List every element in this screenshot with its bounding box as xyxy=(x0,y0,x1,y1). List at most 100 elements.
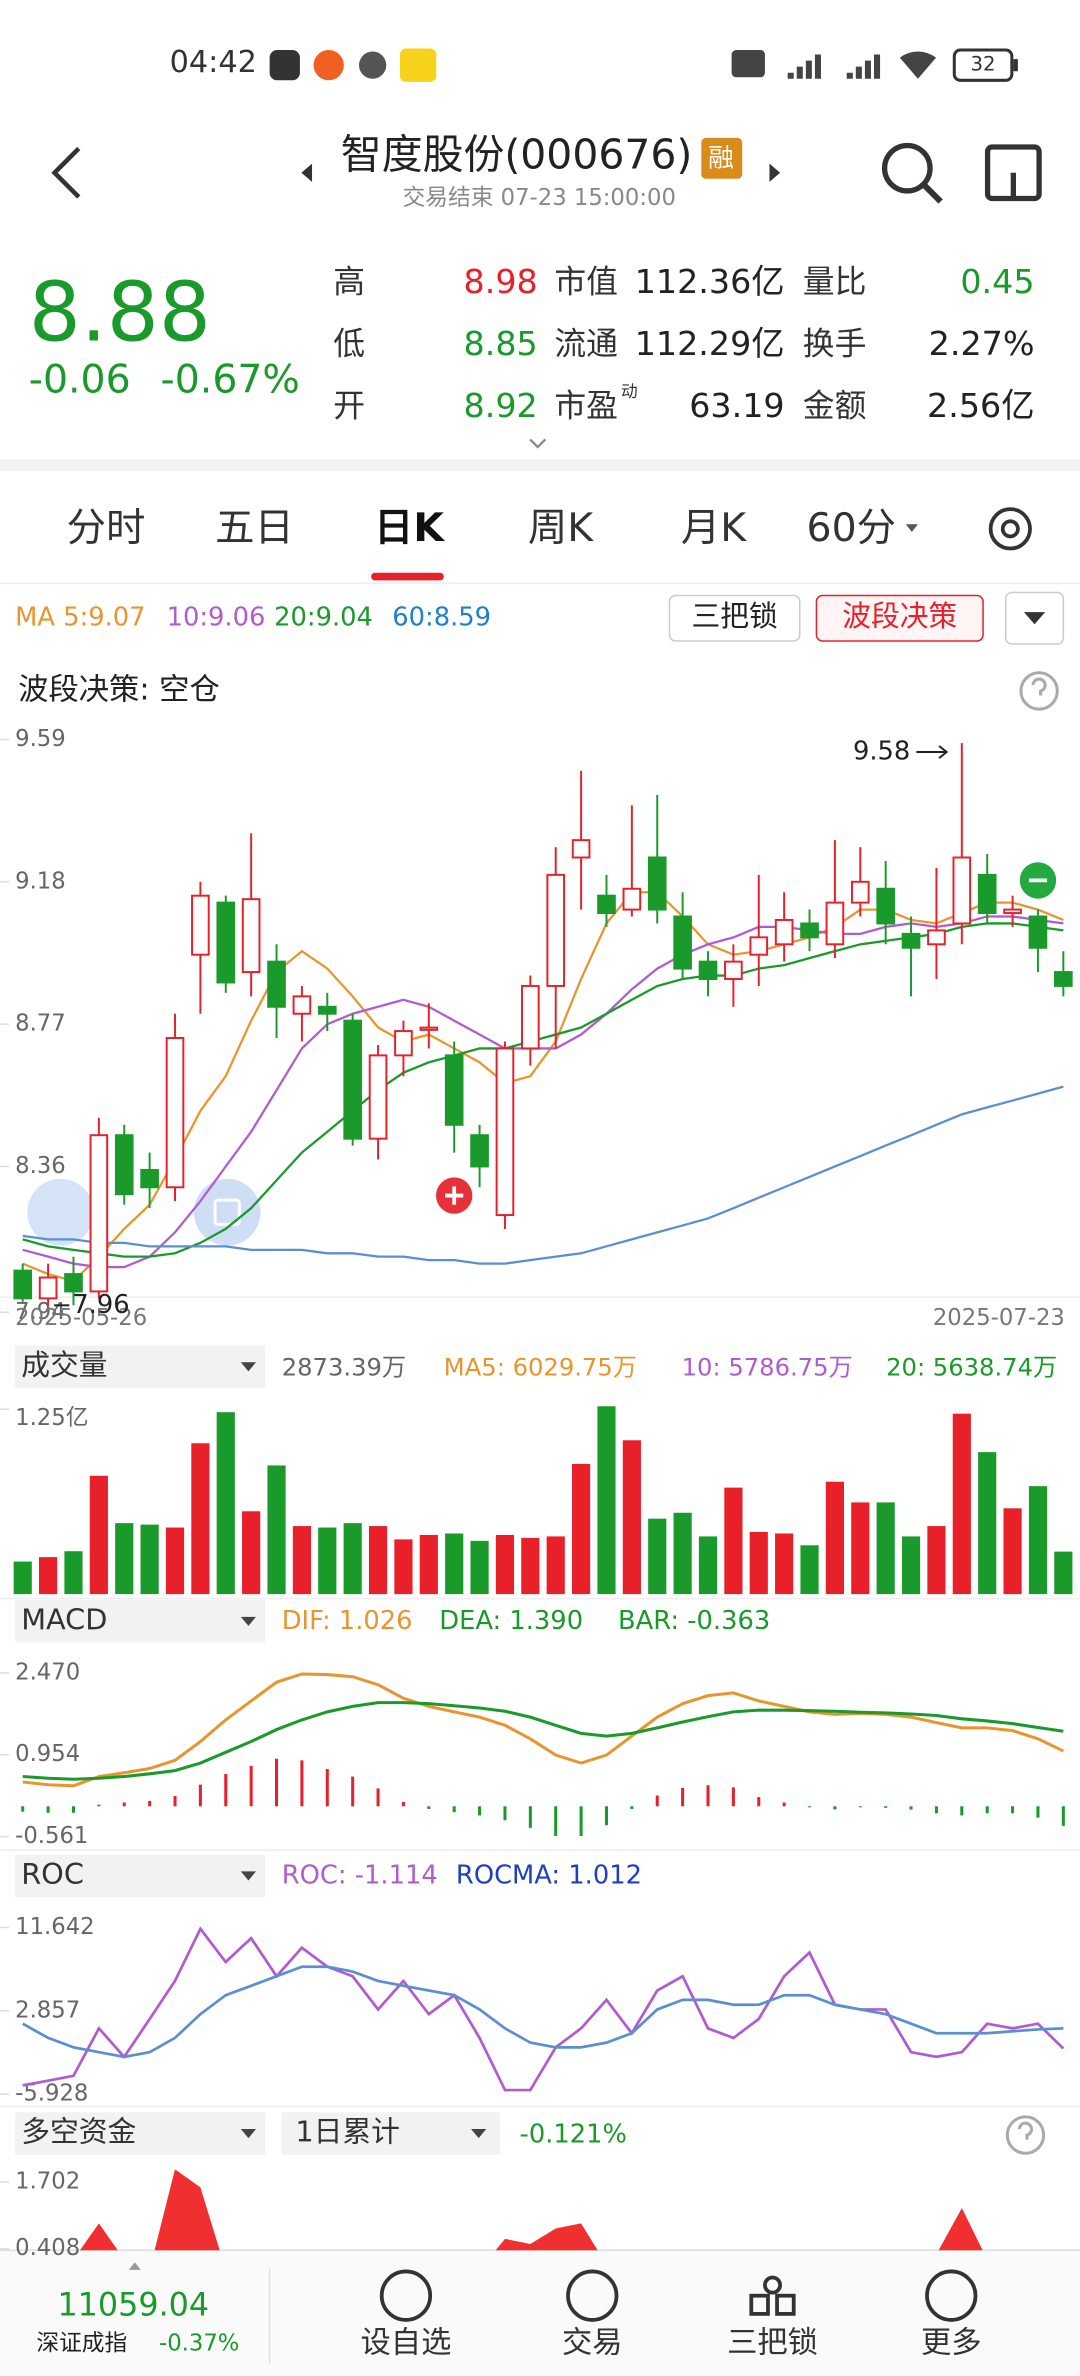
tab[interactable]: 五日 xyxy=(215,505,294,551)
tab[interactable]: 分时 xyxy=(67,505,146,551)
candle-body xyxy=(977,873,997,915)
volume-bar xyxy=(572,1463,591,1595)
indicator-box[interactable] xyxy=(15,1345,266,1389)
candle-body xyxy=(343,1019,362,1140)
volume-bar xyxy=(216,1412,235,1595)
marker[interactable] xyxy=(27,1178,94,1246)
indicator-title: 多空资金 xyxy=(21,2115,136,2149)
candle-body xyxy=(394,1030,413,1057)
volume-bar xyxy=(978,1452,997,1595)
legend: MA5: 6029.75万 xyxy=(444,1352,637,1381)
price: 8.88 xyxy=(29,266,211,361)
back-button[interactable] xyxy=(51,146,81,199)
candle-body xyxy=(647,856,667,911)
candle-body xyxy=(13,1269,33,1300)
low-label: 7.96 xyxy=(72,1290,129,1320)
expand[interactable] xyxy=(529,438,547,449)
indicator-box[interactable] xyxy=(15,1854,266,1898)
volume-bar xyxy=(952,1413,971,1595)
y-tick-label: 0.408 xyxy=(15,2235,80,2261)
candle-body xyxy=(749,936,769,956)
search-button[interactable] xyxy=(881,142,943,204)
candle-body xyxy=(597,894,616,915)
volume-bar xyxy=(673,1512,692,1595)
y-tick-label: 7.94 xyxy=(15,1299,66,1325)
help-button[interactable] xyxy=(1019,671,1059,711)
area-group xyxy=(79,2169,983,2251)
quote-label: 市盈 xyxy=(554,387,618,425)
volume-bar xyxy=(1028,1486,1048,1595)
quote-value: 8.98 xyxy=(464,262,538,301)
prev-stock[interactable] xyxy=(301,163,313,182)
y-tick-label: 9.59 xyxy=(15,726,66,752)
change-pct: -0.67% xyxy=(161,356,300,402)
selector-arrow xyxy=(471,2129,487,2139)
high-arrow xyxy=(916,745,949,759)
index-change: -0.37% xyxy=(159,2331,239,2357)
candle-body xyxy=(114,1134,134,1196)
button-box[interactable] xyxy=(668,594,801,642)
indicator-arrow xyxy=(240,1362,256,1372)
help-button[interactable] xyxy=(1005,2115,1046,2155)
share-button[interactable] xyxy=(984,144,1042,202)
tab[interactable]: 周K xyxy=(528,505,594,551)
stock-title: 智度股份(000676) xyxy=(341,131,693,179)
indicator-box[interactable] xyxy=(15,1600,266,1643)
tab[interactable]: 60分 xyxy=(807,505,896,551)
candle-body xyxy=(774,918,794,946)
button[interactable]: 三把锁 xyxy=(691,599,777,633)
volume-bar xyxy=(39,1557,58,1595)
candle-body xyxy=(495,1047,515,1217)
volume-bar xyxy=(749,1531,768,1595)
tab[interactable]: 月K xyxy=(681,505,747,551)
index-name: 深证成指 xyxy=(36,2331,127,2357)
x-tick-label: 2025-05-26 xyxy=(15,1305,147,1331)
index-value: 11059.04 xyxy=(57,2285,209,2323)
expand[interactable] xyxy=(128,2262,141,2270)
nav-item[interactable]: 交易 xyxy=(562,2326,623,2361)
quote-value: 0.45 xyxy=(960,262,1034,301)
candle-body xyxy=(673,915,692,970)
next-stock[interactable] xyxy=(769,163,781,182)
volume-bar xyxy=(267,1465,286,1595)
nav-item[interactable]: 设自选 xyxy=(361,2326,452,2361)
volume-bar xyxy=(901,1536,921,1595)
button-box[interactable] xyxy=(815,594,984,642)
volume-bar xyxy=(292,1526,311,1595)
volume-bar xyxy=(546,1536,565,1595)
candle-body xyxy=(470,1134,489,1168)
legend: ROCMA: 1.012 xyxy=(456,1860,642,1890)
candle-body xyxy=(368,1054,388,1140)
indicator-box[interactable] xyxy=(15,2112,266,2155)
quote-label: 换手 xyxy=(803,324,867,362)
candle-body xyxy=(89,1134,109,1293)
change: -0.06 xyxy=(29,356,131,402)
selector-box[interactable] xyxy=(281,2112,500,2155)
settings-button[interactable] xyxy=(988,507,1032,551)
quote-label: 流通 xyxy=(554,324,618,362)
tab[interactable]: 日K xyxy=(374,505,445,551)
y-tick-label: -0.561 xyxy=(15,1823,88,1849)
volume-bar xyxy=(89,1475,108,1595)
candle-body xyxy=(724,960,743,980)
tab-underline xyxy=(371,572,444,581)
volume-bar xyxy=(470,1540,489,1595)
quote-value: 2.56亿 xyxy=(927,386,1035,425)
quote-label: 市值 xyxy=(554,262,618,300)
candle-body xyxy=(927,929,946,946)
indicator-arrow xyxy=(240,2129,256,2139)
y-tick-label: 1.702 xyxy=(15,2169,80,2195)
nav-item[interactable]: 更多 xyxy=(921,2326,982,2361)
button[interactable]: 波段决策 xyxy=(842,599,957,633)
y-tick-label: 2.470 xyxy=(15,1659,80,1685)
quote-value: 112.29亿 xyxy=(635,324,785,363)
nav-item[interactable]: 三把锁 xyxy=(727,2326,818,2361)
marker[interactable] xyxy=(193,1178,261,1246)
volume-bar xyxy=(876,1502,895,1595)
quote-label: 量比 xyxy=(803,262,867,300)
volume-bar xyxy=(318,1527,337,1595)
line xyxy=(22,1085,1064,1265)
volume-bar xyxy=(140,1524,159,1595)
